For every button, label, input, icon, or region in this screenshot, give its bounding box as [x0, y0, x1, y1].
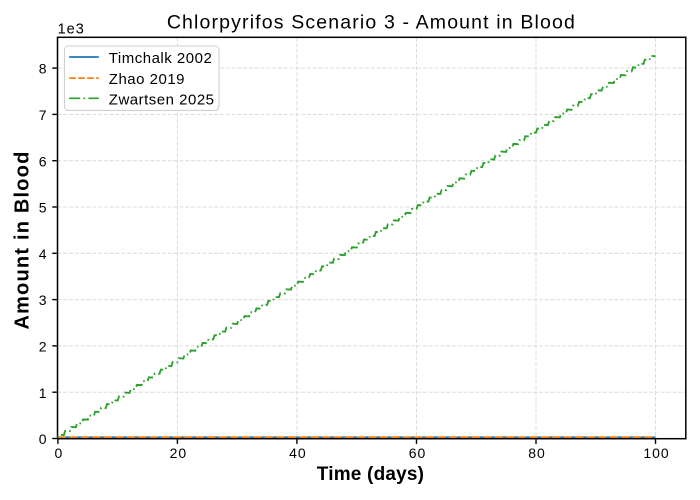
- svg-text:100: 100: [643, 445, 669, 461]
- svg-text:2: 2: [39, 339, 48, 355]
- svg-text:5: 5: [39, 200, 48, 216]
- svg-text:1e3: 1e3: [58, 22, 85, 38]
- svg-text:Zwartsen 2025: Zwartsen 2025: [109, 92, 215, 109]
- svg-text:Zhao 2019: Zhao 2019: [109, 71, 185, 88]
- svg-text:Amount in Blood: Amount in Blood: [11, 150, 33, 329]
- svg-text:40: 40: [289, 445, 307, 461]
- svg-text:20: 20: [170, 445, 188, 461]
- svg-text:Chlorpyrifos Scenario 3 - Amou: Chlorpyrifos Scenario 3 - Amount in Bloo…: [167, 12, 576, 34]
- svg-text:1: 1: [39, 385, 48, 401]
- svg-text:0: 0: [39, 431, 48, 447]
- svg-text:Timchalk 2002: Timchalk 2002: [109, 50, 213, 67]
- svg-text:4: 4: [39, 246, 48, 262]
- svg-text:3: 3: [39, 292, 48, 308]
- svg-text:Time (days): Time (days): [317, 464, 424, 485]
- svg-text:60: 60: [409, 445, 427, 461]
- svg-text:0: 0: [55, 445, 64, 461]
- svg-text:7: 7: [39, 107, 48, 123]
- svg-text:8: 8: [39, 61, 48, 77]
- svg-text:6: 6: [39, 153, 48, 169]
- svg-text:80: 80: [528, 445, 546, 461]
